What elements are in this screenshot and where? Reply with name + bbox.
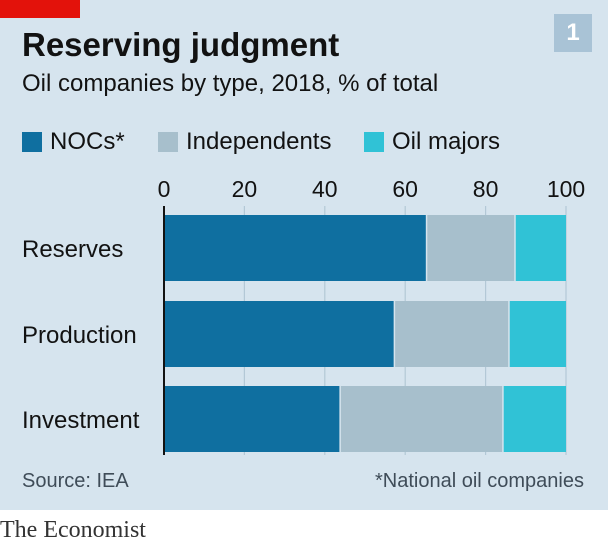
- legend-label-independents: Independents: [186, 128, 332, 155]
- footnote: *National oil companies: [374, 470, 584, 492]
- bar-investment-independents: [340, 386, 503, 452]
- bar-investment-oil-majors: [503, 386, 566, 452]
- category-label-investment: Investment: [22, 407, 140, 434]
- chart-subtitle: Oil companies by type, 2018, % of total: [22, 70, 439, 97]
- x-tick-label: 100: [547, 176, 585, 202]
- bar-investment-nocs: [164, 386, 340, 452]
- brand-red-tag: [0, 0, 80, 18]
- bar-production-oil-majors: [509, 301, 566, 367]
- bar-reserves-nocs: [164, 215, 426, 281]
- bar-production-nocs: [164, 301, 394, 367]
- legend-item-nocs: NOCs*: [22, 128, 125, 156]
- bar-production-independents: [395, 301, 509, 367]
- chart-panel: Reserving judgment Oil companies by type…: [0, 0, 608, 510]
- x-tick-label: 40: [312, 176, 338, 202]
- legend-label-oil-majors: Oil majors: [392, 128, 501, 155]
- legend-label-nocs: NOCs*: [50, 128, 125, 155]
- legend-swatch-independents: [158, 132, 178, 152]
- x-tick-label: 20: [232, 176, 258, 202]
- legend-item-oil-majors: Oil majors: [364, 128, 500, 156]
- legend-swatch-nocs: [22, 132, 42, 152]
- x-tick-label: 80: [473, 176, 499, 202]
- category-label-production: Production: [22, 322, 137, 349]
- bar-reserves-independents: [427, 215, 515, 281]
- chart-number-badge: 1: [554, 14, 592, 52]
- bar-reserves-oil-majors: [515, 215, 566, 281]
- x-tick-label: 60: [392, 176, 418, 202]
- legend-swatch-oil-majors: [364, 132, 384, 152]
- legend-item-independents: Independents: [158, 128, 331, 156]
- chart-title: Reserving judgment: [22, 26, 340, 63]
- stacked-bar-chart: 0 20 40 60 80 100 Reserves Production Investment: [22, 176, 585, 455]
- brand-wordmark: The Economist: [0, 517, 146, 543]
- x-tick-label: 0: [158, 176, 171, 202]
- source-note: Source: IEA: [22, 470, 129, 492]
- category-label-reserves: Reserves: [22, 236, 123, 263]
